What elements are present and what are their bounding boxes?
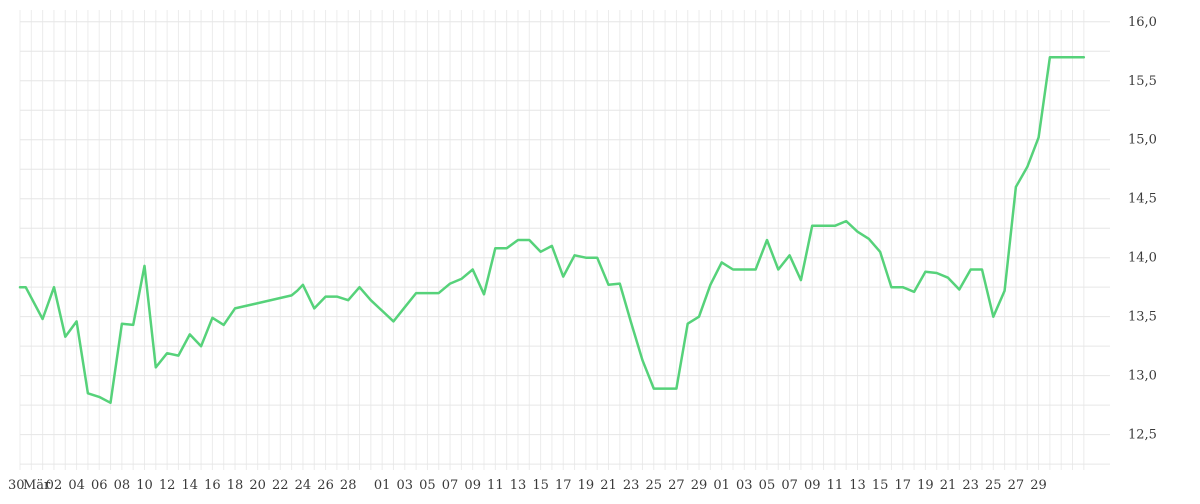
- x-tick-label: 17: [894, 478, 911, 493]
- x-tick-label: 09: [804, 478, 821, 493]
- y-tick-label: 13,5: [1128, 310, 1157, 325]
- x-tick-label: 16: [204, 478, 221, 493]
- x-tick-label: 15: [532, 478, 549, 493]
- x-tick-label: 25: [646, 478, 663, 493]
- x-tick-label: 08: [114, 478, 131, 493]
- x-tick-label: 21: [600, 478, 617, 493]
- x-tick-label: 05: [759, 478, 776, 493]
- x-tick-label: 18: [227, 478, 244, 493]
- x-tick-label: 13: [510, 478, 527, 493]
- x-tick-label: 28: [340, 478, 357, 493]
- x-tick-label: 01: [374, 478, 391, 493]
- x-tick-label: 25: [985, 478, 1002, 493]
- y-tick-label: 14,0: [1128, 251, 1157, 266]
- x-tick-label: 27: [668, 478, 685, 493]
- x-tick-label: 15: [872, 478, 889, 493]
- x-tick-label: 22: [272, 478, 289, 493]
- x-tick-label: 09: [464, 478, 481, 493]
- x-tick-label: 19: [917, 478, 934, 493]
- x-tick-label: 01: [713, 478, 730, 493]
- x-tick-label: 17: [555, 478, 572, 493]
- x-tick-label: 05: [419, 478, 436, 493]
- y-tick-label: 13,0: [1128, 369, 1157, 384]
- x-tick-label: 23: [623, 478, 640, 493]
- x-tick-label: 03: [397, 478, 414, 493]
- x-tick-label: 11: [827, 478, 844, 493]
- x-tick-label: 12: [159, 478, 176, 493]
- y-tick-label: 12,5: [1128, 428, 1157, 443]
- x-tick-label: 24: [295, 478, 312, 493]
- x-tick-label: 21: [940, 478, 957, 493]
- x-tick-label: 11: [487, 478, 504, 493]
- y-tick-label: 15,5: [1128, 74, 1157, 89]
- x-tick-label: 29: [691, 478, 708, 493]
- x-tick-label: 10: [136, 478, 153, 493]
- y-tick-label: 15,0: [1128, 133, 1157, 148]
- x-tick-label: 20: [249, 478, 266, 493]
- x-tick-label: 19: [578, 478, 595, 493]
- y-axis: 16,0 15,5 15,0 14,5 14,0 13,5 13,0 12,5: [1128, 15, 1157, 443]
- x-tick-label: 06: [91, 478, 108, 493]
- x-tick-label: 14: [181, 478, 198, 493]
- x-tick-label: 27: [1008, 478, 1025, 493]
- y-tick-label: 14,5: [1128, 192, 1157, 207]
- x-tick-label: 13: [849, 478, 866, 493]
- x-tick-label: 04: [68, 478, 85, 493]
- x-tick-label: 07: [442, 478, 459, 493]
- y-tick-label: 16,0: [1128, 15, 1157, 30]
- grid: [20, 10, 1110, 470]
- x-tick-label: 29: [1030, 478, 1047, 493]
- x-tick-label: 03: [736, 478, 753, 493]
- x-tick-label: 07: [781, 478, 798, 493]
- x-tick-label: 23: [962, 478, 979, 493]
- x-tick-label: 02: [46, 478, 63, 493]
- x-tick-label: 26: [317, 478, 334, 493]
